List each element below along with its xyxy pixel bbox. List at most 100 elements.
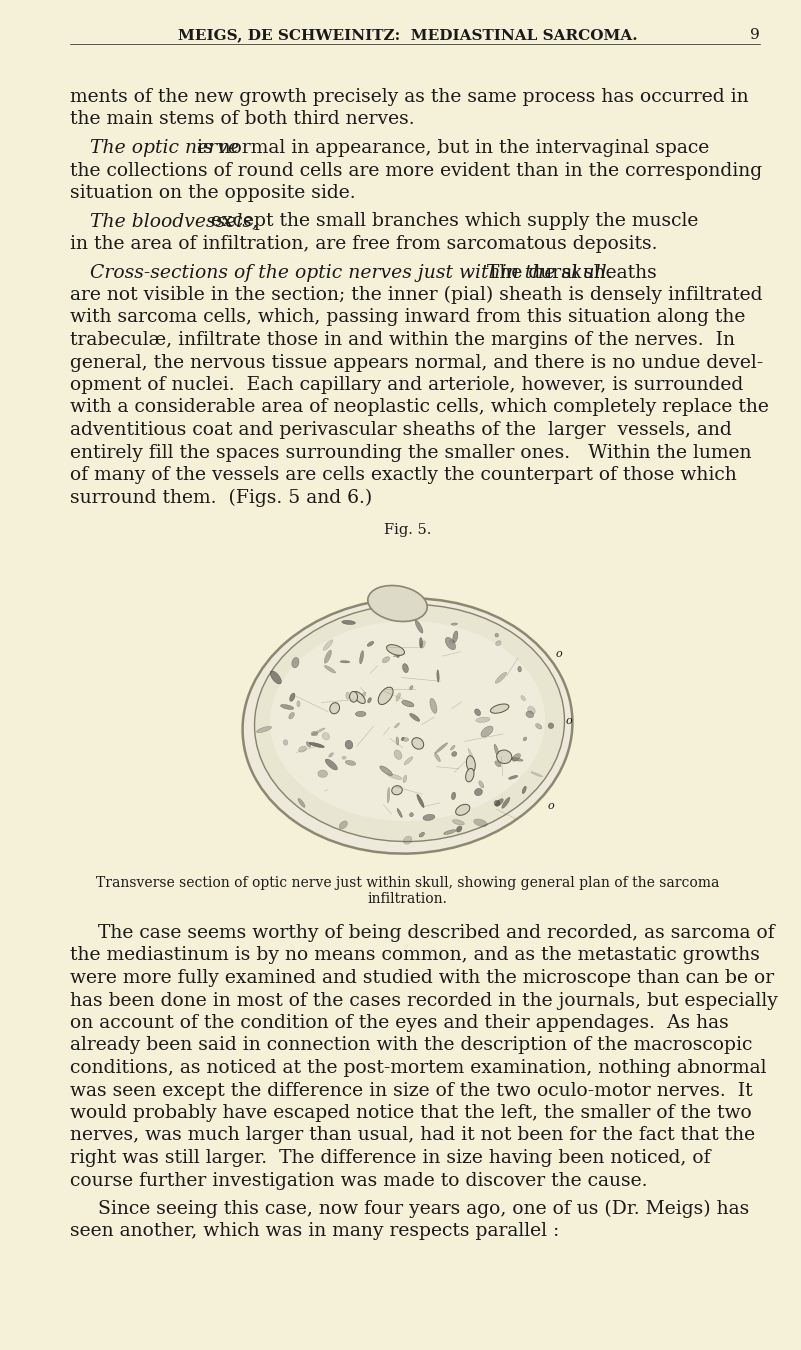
Text: The optic nerve: The optic nerve	[90, 139, 239, 157]
Ellipse shape	[394, 722, 400, 728]
Text: opment of nuclei.  Each capillary and arteriole, however, is surrounded: opment of nuclei. Each capillary and art…	[70, 377, 743, 394]
Text: infiltration.: infiltration.	[368, 892, 448, 906]
Ellipse shape	[392, 786, 402, 795]
Ellipse shape	[396, 652, 400, 657]
Text: except the small branches which supply the muscle: except the small branches which supply t…	[205, 212, 698, 231]
Ellipse shape	[497, 751, 512, 764]
Text: The case seems worthy of being described and recorded, as sarcoma of: The case seems worthy of being described…	[98, 923, 775, 942]
Text: of many of the vessels are cells exactly the counterpart of those which: of many of the vessels are cells exactly…	[70, 466, 737, 485]
Ellipse shape	[496, 799, 503, 806]
Text: Since seeing this case, now four years ago, one of us (Dr. Meigs) has: Since seeing this case, now four years a…	[98, 1200, 749, 1218]
Ellipse shape	[309, 743, 324, 748]
Ellipse shape	[280, 705, 294, 710]
Ellipse shape	[417, 794, 425, 807]
Ellipse shape	[292, 657, 299, 668]
Ellipse shape	[449, 640, 453, 644]
Ellipse shape	[536, 724, 542, 729]
Ellipse shape	[521, 695, 525, 701]
Ellipse shape	[437, 670, 439, 682]
Ellipse shape	[456, 805, 470, 815]
Text: has been done in most of the cases recorded in the journals, but especially: has been done in most of the cases recor…	[70, 991, 778, 1010]
Ellipse shape	[312, 732, 318, 736]
Ellipse shape	[255, 605, 565, 841]
Ellipse shape	[453, 630, 458, 643]
Ellipse shape	[368, 586, 427, 621]
Ellipse shape	[518, 667, 521, 672]
Text: Transverse section of optic nerve just within skull, showing general plan of the: Transverse section of optic nerve just w…	[96, 876, 719, 890]
Ellipse shape	[435, 743, 448, 753]
Ellipse shape	[501, 755, 505, 759]
Ellipse shape	[476, 717, 490, 722]
Ellipse shape	[453, 819, 465, 825]
Ellipse shape	[548, 722, 553, 729]
Ellipse shape	[465, 768, 474, 782]
Ellipse shape	[450, 745, 455, 751]
Text: would probably have escaped notice that the left, the smaller of the two: would probably have escaped notice that …	[70, 1104, 752, 1122]
Ellipse shape	[420, 637, 422, 648]
Ellipse shape	[397, 809, 402, 818]
Ellipse shape	[495, 761, 501, 767]
Ellipse shape	[289, 713, 294, 720]
Ellipse shape	[349, 691, 357, 702]
Ellipse shape	[328, 753, 333, 757]
Text: o: o	[556, 649, 562, 659]
Ellipse shape	[380, 765, 392, 775]
Ellipse shape	[509, 775, 518, 779]
Ellipse shape	[473, 819, 487, 826]
Ellipse shape	[430, 698, 437, 713]
Ellipse shape	[490, 703, 509, 713]
Text: right was still larger.  The difference in size having been noticed, of: right was still larger. The difference i…	[70, 1149, 710, 1166]
Text: ments of the new growth precisely as the same process has occurred in: ments of the new growth precisely as the…	[70, 88, 749, 107]
Ellipse shape	[243, 598, 573, 853]
Ellipse shape	[409, 713, 420, 721]
Ellipse shape	[403, 775, 407, 783]
Ellipse shape	[401, 737, 405, 740]
Text: seen another, which was in many respects parallel :: seen another, which was in many respects…	[70, 1223, 559, 1241]
Ellipse shape	[531, 772, 542, 776]
Text: the mediastinum is by no means common, and as the metastatic growths: the mediastinum is by no means common, a…	[70, 946, 760, 964]
Ellipse shape	[388, 645, 392, 649]
Ellipse shape	[404, 836, 412, 844]
Ellipse shape	[512, 753, 521, 761]
Text: the collections of round cells are more evident than in the corresponding: the collections of round cells are more …	[70, 162, 762, 180]
Text: trabeculæ, infiltrate those in and within the margins of the nerves.  In: trabeculæ, infiltrate those in and withi…	[70, 331, 735, 350]
Text: The dural sheaths: The dural sheaths	[475, 263, 657, 282]
Ellipse shape	[378, 687, 393, 705]
Ellipse shape	[475, 709, 481, 716]
Ellipse shape	[451, 792, 456, 799]
Ellipse shape	[367, 641, 374, 647]
Ellipse shape	[402, 701, 414, 707]
Ellipse shape	[419, 833, 425, 837]
Ellipse shape	[361, 693, 366, 698]
Ellipse shape	[496, 641, 501, 645]
Ellipse shape	[409, 813, 413, 817]
Ellipse shape	[508, 757, 523, 761]
Ellipse shape	[445, 637, 456, 649]
Ellipse shape	[322, 733, 330, 740]
Text: with a considerable area of neoplastic cells, which completely replace the: with a considerable area of neoplastic c…	[70, 398, 769, 417]
Ellipse shape	[404, 757, 413, 764]
Ellipse shape	[522, 786, 526, 794]
Ellipse shape	[457, 826, 462, 832]
Ellipse shape	[312, 728, 325, 736]
Text: on account of the condition of the eyes and their appendages.  As has: on account of the condition of the eyes …	[70, 1014, 729, 1031]
Text: the main stems of both third nerves.: the main stems of both third nerves.	[70, 111, 415, 128]
Ellipse shape	[421, 641, 425, 648]
Ellipse shape	[299, 747, 307, 752]
Ellipse shape	[353, 691, 365, 703]
Text: entirely fill the spaces surrounding the smaller ones.   Within the lumen: entirely fill the spaces surrounding the…	[70, 444, 751, 462]
Ellipse shape	[526, 711, 533, 718]
Ellipse shape	[403, 664, 409, 672]
Text: were more fully examined and studied with the microscope than can be or: were more fully examined and studied wit…	[70, 969, 774, 987]
Text: situation on the opposite side.: situation on the opposite side.	[70, 184, 356, 202]
Ellipse shape	[423, 814, 435, 821]
Ellipse shape	[297, 701, 300, 707]
Ellipse shape	[494, 744, 499, 756]
Ellipse shape	[256, 726, 272, 733]
Ellipse shape	[451, 622, 457, 625]
Ellipse shape	[356, 711, 366, 717]
Ellipse shape	[346, 693, 349, 699]
Ellipse shape	[415, 620, 423, 633]
Ellipse shape	[474, 788, 482, 795]
Ellipse shape	[270, 621, 545, 821]
